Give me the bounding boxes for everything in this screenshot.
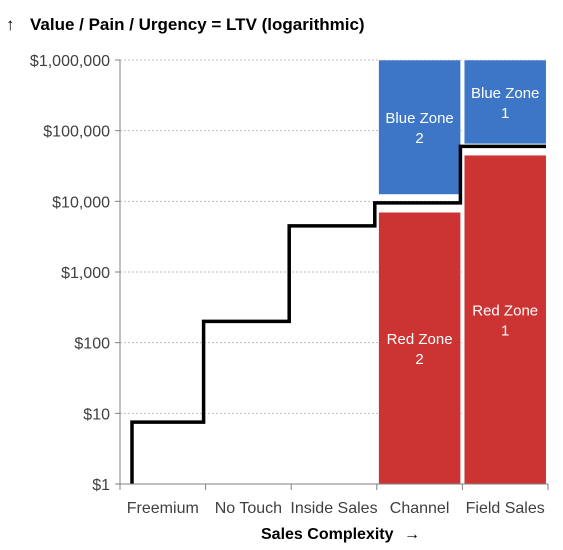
y-tick-label: $1,000,000 (30, 53, 110, 70)
zone-bar-red-zone-1 (463, 154, 547, 485)
zone-bars: Blue Zone 2 Red Zone 2 Blue Zone 1 Red Zone 1 (378, 59, 547, 485)
chart-title-text: Value / Pain / Urgency = LTV (logarithmi… (30, 15, 365, 34)
y-tick-label: $10 (83, 406, 110, 423)
zone-label: Red Zone 2 (387, 331, 453, 368)
x-axis-ticks: Freemium No Touch Inside Sales Channel Field… (119, 484, 549, 517)
x-axis-arrow: → (404, 526, 420, 543)
zone-label: Blue Zone 2 (385, 110, 453, 147)
y-axis-ticks: $1 $10 $100 $1,000 $10,000 $100,000 $1,000,000 (30, 53, 120, 494)
zone-label: Blue Zone 1 (471, 85, 539, 122)
y-tick-label: $100,000 (43, 124, 110, 141)
y-tick-label: $1,000 (61, 265, 110, 282)
x-axis-title: Sales Complexity → (261, 526, 420, 543)
title-arrow: ↑ (6, 15, 15, 34)
chart-title: ↑ Value / Pain / Urgency = LTV (logarith… (6, 15, 365, 34)
zone-label: Red Zone 1 (472, 303, 538, 340)
x-tick-label: No Touch (215, 500, 282, 517)
ltv-step-line (130, 144, 546, 484)
zone-bar-blue-zone-1 (463, 59, 547, 145)
x-tick-label: Field Sales (466, 500, 545, 517)
zone-bar-blue-zone-2 (378, 59, 461, 195)
x-tick-label: Channel (390, 500, 450, 517)
x-tick-label: Inside Sales (290, 500, 377, 517)
axes (119, 60, 548, 485)
zone-bar-red-zone-2 (378, 212, 461, 485)
x-axis-label: Sales Complexity (261, 526, 394, 543)
y-tick-label: $100 (74, 336, 110, 353)
ltv-step-line-group (130, 144, 546, 484)
y-tick-label: $10,000 (52, 194, 110, 211)
y-tick-label: $1 (92, 477, 110, 494)
x-tick-label: Freemium (127, 500, 199, 517)
